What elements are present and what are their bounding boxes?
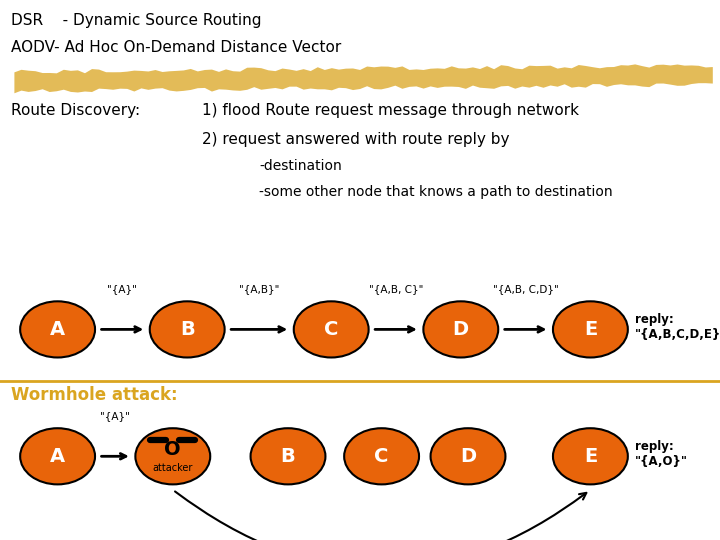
Text: 1) flood Route request message through network: 1) flood Route request message through n… — [202, 103, 579, 118]
Text: O: O — [164, 440, 181, 460]
Text: C: C — [374, 447, 389, 466]
Text: -destination: -destination — [259, 159, 342, 173]
Text: "{A,B, C}": "{A,B, C}" — [369, 284, 423, 294]
Ellipse shape — [20, 428, 95, 484]
Text: "{A,B, C,D}": "{A,B, C,D}" — [492, 284, 559, 294]
Ellipse shape — [423, 301, 498, 357]
Ellipse shape — [553, 428, 628, 484]
Text: reply:
"{A,B,C,D,E}": reply: "{A,B,C,D,E}" — [635, 313, 720, 341]
Text: D: D — [460, 447, 476, 466]
Ellipse shape — [344, 428, 419, 484]
Text: -some other node that knows a path to destination: -some other node that knows a path to de… — [259, 185, 613, 199]
Text: E: E — [584, 447, 597, 466]
Text: Wormhole attack:: Wormhole attack: — [11, 386, 177, 404]
Polygon shape — [14, 64, 713, 93]
Text: DSR    - Dynamic Source Routing: DSR - Dynamic Source Routing — [11, 14, 261, 29]
Ellipse shape — [150, 301, 225, 357]
Ellipse shape — [135, 428, 210, 484]
Ellipse shape — [251, 428, 325, 484]
Text: B: B — [281, 447, 295, 466]
Text: A: A — [50, 447, 66, 466]
Ellipse shape — [20, 301, 95, 357]
Ellipse shape — [553, 301, 628, 357]
Text: A: A — [50, 320, 66, 339]
Text: "{A}": "{A}" — [107, 284, 138, 294]
Text: B: B — [180, 320, 194, 339]
Text: "{A,B}": "{A,B}" — [239, 284, 279, 294]
Text: "{A}": "{A}" — [100, 411, 130, 421]
Text: C: C — [324, 320, 338, 339]
FancyArrowPatch shape — [175, 491, 586, 540]
Text: D: D — [453, 320, 469, 339]
Text: Route Discovery:: Route Discovery: — [11, 103, 140, 118]
Ellipse shape — [294, 301, 369, 357]
Text: AODV- Ad Hoc On-Demand Distance Vector: AODV- Ad Hoc On-Demand Distance Vector — [11, 40, 341, 56]
Text: reply:
"{A,O}": reply: "{A,O}" — [635, 440, 688, 468]
Text: attacker: attacker — [153, 463, 193, 473]
Text: 2) request answered with route reply by: 2) request answered with route reply by — [202, 132, 509, 147]
Text: E: E — [584, 320, 597, 339]
Ellipse shape — [431, 428, 505, 484]
